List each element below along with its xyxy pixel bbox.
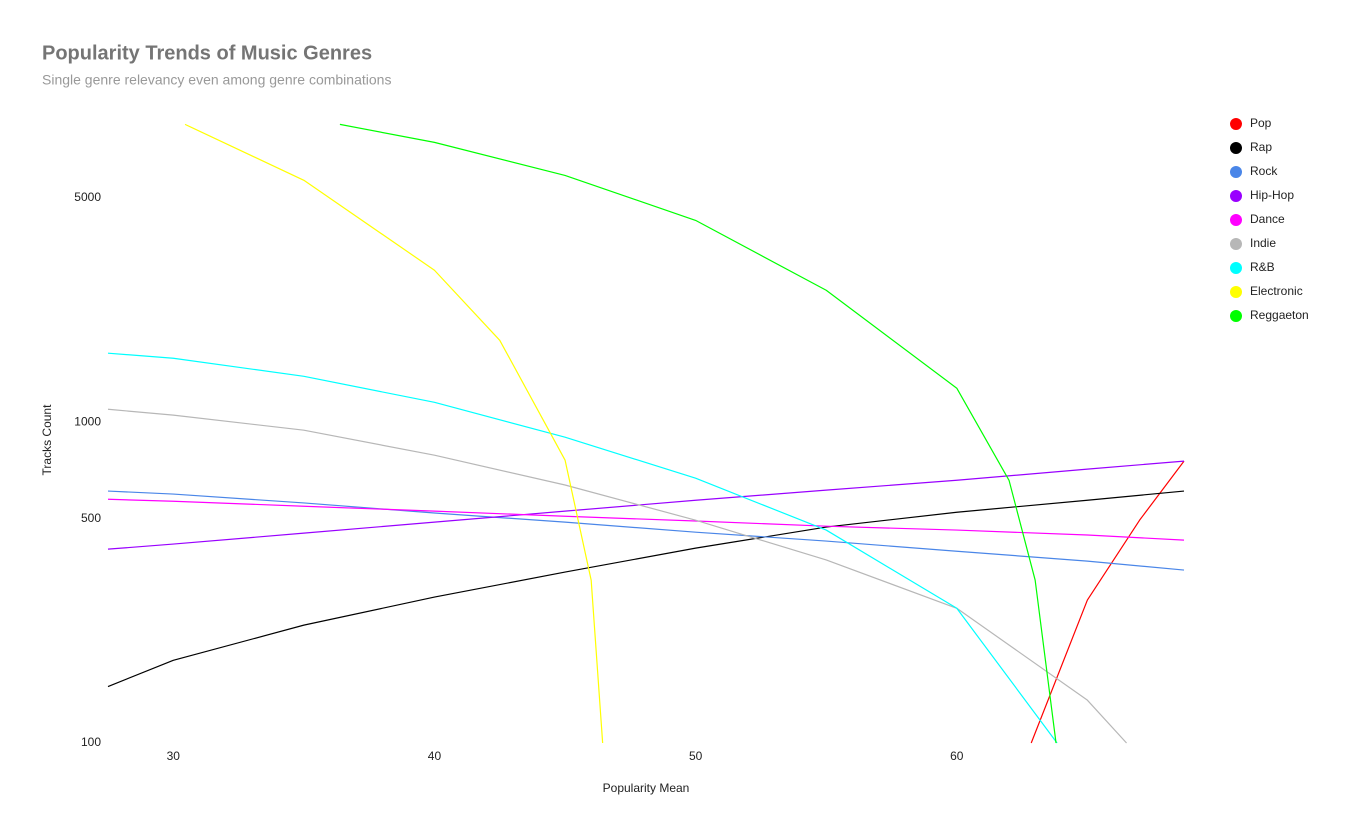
legend-marker (1230, 286, 1242, 298)
legend-label: Hip-Hop (1250, 188, 1294, 202)
legend-label: Electronic (1250, 284, 1303, 298)
legend-label: Pop (1250, 116, 1272, 130)
trend-line (107, 490, 1185, 571)
trend-line (107, 352, 1058, 744)
trend-line (107, 460, 1185, 550)
trend-line (184, 123, 604, 744)
y-tick-label: 500 (81, 511, 101, 525)
legend-marker (1230, 190, 1242, 202)
trend-line (1030, 460, 1185, 744)
trend-line (107, 408, 1127, 744)
legend-marker (1230, 166, 1242, 178)
legend-label: Rock (1250, 164, 1278, 178)
legend-marker (1230, 310, 1242, 322)
legend-marker (1230, 238, 1242, 250)
legend-label: Dance (1250, 212, 1285, 226)
legend-marker (1230, 118, 1242, 130)
x-axis-label: Popularity Mean (603, 781, 690, 795)
legend-label: Rap (1250, 140, 1272, 154)
chart-title: Popularity Trends of Music Genres (42, 42, 372, 64)
legend-marker (1230, 214, 1242, 226)
x-tick-label: 40 (428, 749, 442, 763)
chart-subtitle: Single genre relevancy even among genre … (42, 72, 391, 88)
legend-marker (1230, 142, 1242, 154)
legend-marker (1230, 262, 1242, 274)
x-tick-label: 30 (167, 749, 181, 763)
x-tick-label: 60 (950, 749, 964, 763)
legend-label: Indie (1250, 236, 1276, 250)
y-axis-label: Tracks Count (40, 404, 54, 476)
y-tick-label: 1000 (74, 414, 101, 428)
trend-line (107, 490, 1185, 688)
x-tick-label: 50 (689, 749, 703, 763)
legend-label: Reggaeton (1250, 308, 1309, 322)
y-tick-label: 100 (81, 735, 101, 749)
legend-label: R&B (1250, 260, 1275, 274)
y-tick-label: 5000 (74, 190, 101, 204)
trend-line (339, 123, 1057, 744)
